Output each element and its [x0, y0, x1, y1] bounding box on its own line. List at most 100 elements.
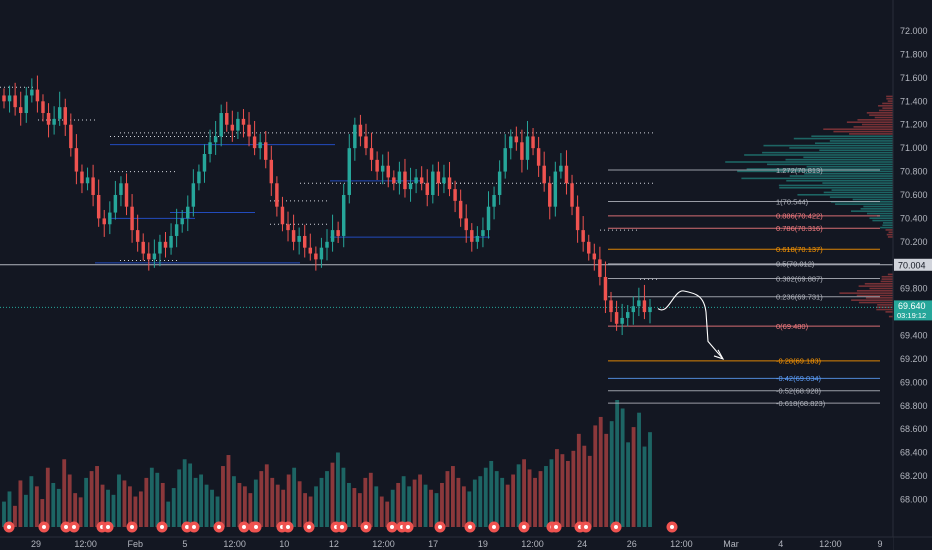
candle-body [325, 241, 329, 248]
event-icon-dot [468, 525, 472, 529]
profile-bar [886, 95, 893, 98]
profile-bar [829, 140, 893, 142]
candle-body [135, 230, 140, 242]
volume-bar [100, 484, 105, 527]
candle-body [85, 177, 90, 184]
profile-bar [880, 280, 893, 283]
candle-body [280, 206, 285, 225]
fib-level-label: -0.618(68.823) [776, 399, 826, 408]
volume-bar [133, 496, 138, 527]
time-tick-label: 12 [329, 539, 339, 549]
volume-bar [418, 474, 422, 527]
candle-body [241, 118, 246, 125]
projection-arrow[interactable] [657, 290, 725, 360]
volume-bar [527, 469, 532, 527]
volume-bar [248, 493, 253, 527]
candle-body [587, 241, 591, 254]
candle-body [625, 312, 630, 318]
candle-body [158, 241, 162, 254]
candle-body [392, 177, 396, 184]
candle-body [152, 253, 157, 260]
profile-bar [785, 158, 893, 161]
volume-bar [18, 480, 23, 527]
profile-bar [806, 165, 893, 168]
volume-bar [346, 482, 351, 527]
fib-extension[interactable]: 1.272(70.813) 1(70.544) 0.886(70.422) 0.786… [608, 166, 880, 408]
volume-bar [478, 476, 483, 527]
volume-bar [122, 480, 127, 527]
event-icon-dot [670, 525, 674, 529]
volume-bar [62, 459, 67, 527]
candle-body [24, 95, 29, 114]
event-icon-dot [7, 525, 11, 529]
time-tick-label: 24 [577, 539, 587, 549]
profile-bar [804, 172, 893, 175]
volume-bar [357, 493, 362, 527]
time-axis[interactable]: 29 12:00 Feb 5 12:00 10 12 12:00 17 19 12:00 24 26 12… [0, 536, 932, 550]
candle-body [648, 307, 652, 313]
volume-bar [450, 466, 455, 527]
time-axis-bg [0, 537, 893, 550]
profile-bar [839, 292, 893, 294]
volume-bar [467, 491, 472, 527]
volume-bar [127, 486, 132, 527]
candle-body [592, 253, 597, 260]
volume-bar [445, 471, 450, 527]
event-icon-dot [192, 525, 196, 529]
candle-body [525, 136, 530, 160]
profile-bar [858, 285, 893, 287]
candle-body [46, 113, 51, 125]
volume-bar [615, 400, 620, 527]
volume-bar [67, 474, 72, 527]
candle-body [470, 230, 474, 242]
event-icon-dot [185, 525, 189, 529]
candle-body [108, 212, 112, 225]
volume-bar [319, 477, 324, 527]
volume-bar [620, 408, 625, 527]
event-markers[interactable] [3, 521, 678, 533]
volume-bar [494, 471, 499, 527]
event-icon-dot [160, 525, 164, 529]
profile-bar [850, 210, 893, 212]
candle-body [69, 124, 73, 149]
event-icon-dot [390, 525, 394, 529]
candle-body [264, 142, 268, 160]
volume-bar [609, 421, 614, 527]
candle-body [57, 107, 62, 119]
volume-bar [204, 484, 209, 527]
candle-body [347, 148, 352, 195]
candle-body [225, 113, 229, 125]
volume-bar [226, 455, 231, 527]
candle-body [637, 300, 641, 307]
price-tick-label: 71.000 [900, 143, 928, 153]
candle-body [425, 183, 429, 195]
current-price-tag [894, 300, 932, 321]
candle-body [386, 165, 390, 178]
candle-body [397, 171, 402, 184]
event-icon-dot [492, 525, 496, 529]
profile-bar [851, 299, 893, 301]
candle-body [258, 142, 262, 149]
candle-body [408, 183, 413, 190]
candle-body [213, 136, 218, 143]
candle-body [358, 124, 363, 137]
volume-bar [7, 491, 12, 527]
candle-body [503, 148, 507, 172]
volume-bar [314, 486, 318, 527]
price-axis[interactable]: 72.000 71.800 71.600 71.400 71.200 71.000 70.8… [892, 0, 932, 550]
candle-body [180, 218, 184, 225]
time-tick-label: 19 [478, 539, 488, 549]
profile-bar [819, 149, 893, 152]
time-tick-label: 9 [877, 539, 882, 549]
price-tick-label: 68.400 [900, 448, 928, 458]
profile-bar [883, 222, 893, 224]
profile-bar [874, 116, 893, 119]
volume-bar [560, 454, 565, 527]
price-tick-label: 69.400 [900, 331, 928, 341]
candle-body [419, 177, 424, 184]
profile-bar [849, 133, 893, 135]
candle-body [414, 177, 418, 184]
volume-bar [390, 489, 395, 527]
